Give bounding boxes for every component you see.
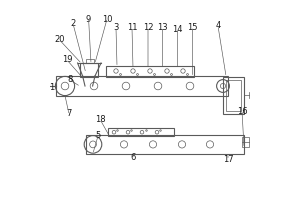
Text: 5: 5 [95, 132, 101, 140]
Text: 10: 10 [102, 15, 112, 23]
Text: 17: 17 [223, 154, 233, 164]
Text: 20: 20 [54, 36, 65, 45]
Bar [86, 59, 94, 63]
Text: 7: 7 [66, 109, 72, 118]
Text: 2: 2 [70, 19, 76, 28]
Bar [223, 77, 244, 114]
Bar [56, 76, 228, 96]
Text: 18: 18 [95, 116, 106, 124]
Bar [108, 128, 174, 136]
Text: 13: 13 [157, 23, 168, 32]
Text: 8: 8 [67, 75, 73, 84]
Text: 19: 19 [62, 55, 72, 64]
Text: 3: 3 [113, 23, 119, 32]
Bar [226, 80, 241, 111]
Text: 15: 15 [187, 23, 198, 32]
Text: 4: 4 [215, 21, 220, 30]
Bar [80, 63, 98, 77]
Text: 1: 1 [50, 83, 55, 92]
Text: 12: 12 [143, 23, 153, 32]
Bar [242, 137, 249, 147]
Text: 11: 11 [127, 23, 137, 32]
Text: 6: 6 [130, 154, 136, 162]
Bar [86, 135, 244, 154]
Text: 14: 14 [172, 25, 183, 34]
Text: 16: 16 [237, 107, 247, 116]
Text: 9: 9 [86, 15, 91, 23]
Bar [106, 66, 194, 77]
